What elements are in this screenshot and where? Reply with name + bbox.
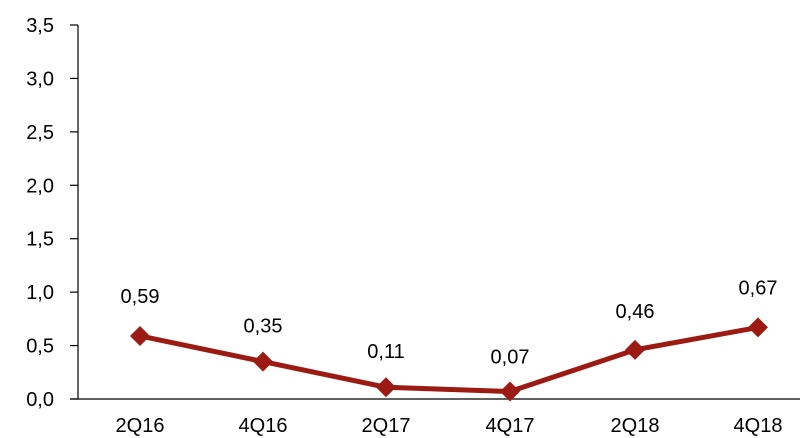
data-label: 0,46 xyxy=(616,301,655,323)
y-tick-label: 1,5 xyxy=(26,229,54,251)
x-tick-label: 4Q17 xyxy=(486,415,535,437)
data-label: 0,11 xyxy=(367,341,404,363)
x-tick-label: 2Q17 xyxy=(362,415,411,437)
y-tick-label: 2,5 xyxy=(26,122,54,144)
y-tick-label: 0,5 xyxy=(26,336,54,358)
data-point-marker xyxy=(625,339,645,360)
data-point-marker xyxy=(376,377,396,398)
y-axis: 0,0 0,5 1,0 1,5 2,0 2,5 3,0 3,5 xyxy=(26,15,79,411)
data-label: 0,35 xyxy=(244,316,283,338)
data-point-marker xyxy=(748,317,768,338)
data-label: 0,59 xyxy=(121,286,160,308)
data-labels: 0,59 0,35 0,11 0,07 0,46 0,67 xyxy=(121,277,778,368)
x-tick-label: 2Q18 xyxy=(611,415,660,437)
y-tick-label: 1,0 xyxy=(26,282,54,304)
data-point-marker xyxy=(130,325,150,346)
x-tick-label: 4Q16 xyxy=(239,415,288,437)
data-point-marker xyxy=(253,351,273,372)
x-tick-label: 2Q16 xyxy=(116,415,165,437)
x-axis: 2Q16 4Q16 2Q17 4Q17 2Q18 4Q18 xyxy=(70,398,800,437)
series-path xyxy=(139,324,759,395)
x-tick-label: 4Q18 xyxy=(734,415,783,437)
y-tick-label: 0,0 xyxy=(26,389,54,411)
data-label: 0,07 xyxy=(491,347,530,369)
y-tick-label: 3,5 xyxy=(26,15,54,37)
y-tick-label: 2,0 xyxy=(26,175,54,197)
data-point-marker xyxy=(500,381,520,402)
data-label: 0,67 xyxy=(739,277,778,299)
y-tick-label: 3,0 xyxy=(26,68,54,90)
series-line xyxy=(130,317,768,402)
